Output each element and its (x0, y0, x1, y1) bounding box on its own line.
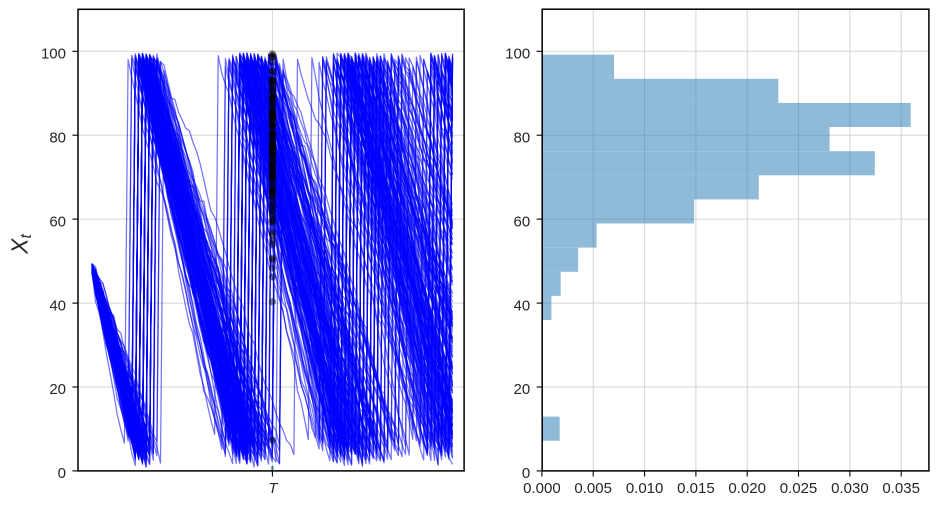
svg-text:Xt: Xt (7, 233, 36, 254)
svg-text:40: 40 (49, 297, 66, 314)
svg-text:T: T (268, 480, 279, 497)
svg-text:80: 80 (514, 129, 531, 146)
svg-text:0: 0 (58, 465, 66, 482)
svg-text:0.025: 0.025 (780, 480, 818, 497)
svg-text:20: 20 (49, 381, 66, 398)
svg-text:0.015: 0.015 (677, 480, 715, 497)
svg-text:100: 100 (505, 46, 530, 63)
svg-text:60: 60 (514, 213, 531, 230)
svg-text:80: 80 (49, 129, 66, 146)
svg-text:40: 40 (514, 297, 531, 314)
svg-text:0.000: 0.000 (523, 480, 561, 497)
svg-text:20: 20 (514, 381, 531, 398)
svg-text:0.010: 0.010 (626, 480, 664, 497)
svg-text:0.005: 0.005 (574, 480, 612, 497)
svg-text:100: 100 (41, 46, 66, 63)
svg-text:0.035: 0.035 (882, 480, 920, 497)
svg-text:60: 60 (49, 213, 66, 230)
svg-text:0: 0 (522, 465, 530, 482)
svg-text:0.030: 0.030 (831, 480, 869, 497)
svg-text:0.020: 0.020 (728, 480, 766, 497)
